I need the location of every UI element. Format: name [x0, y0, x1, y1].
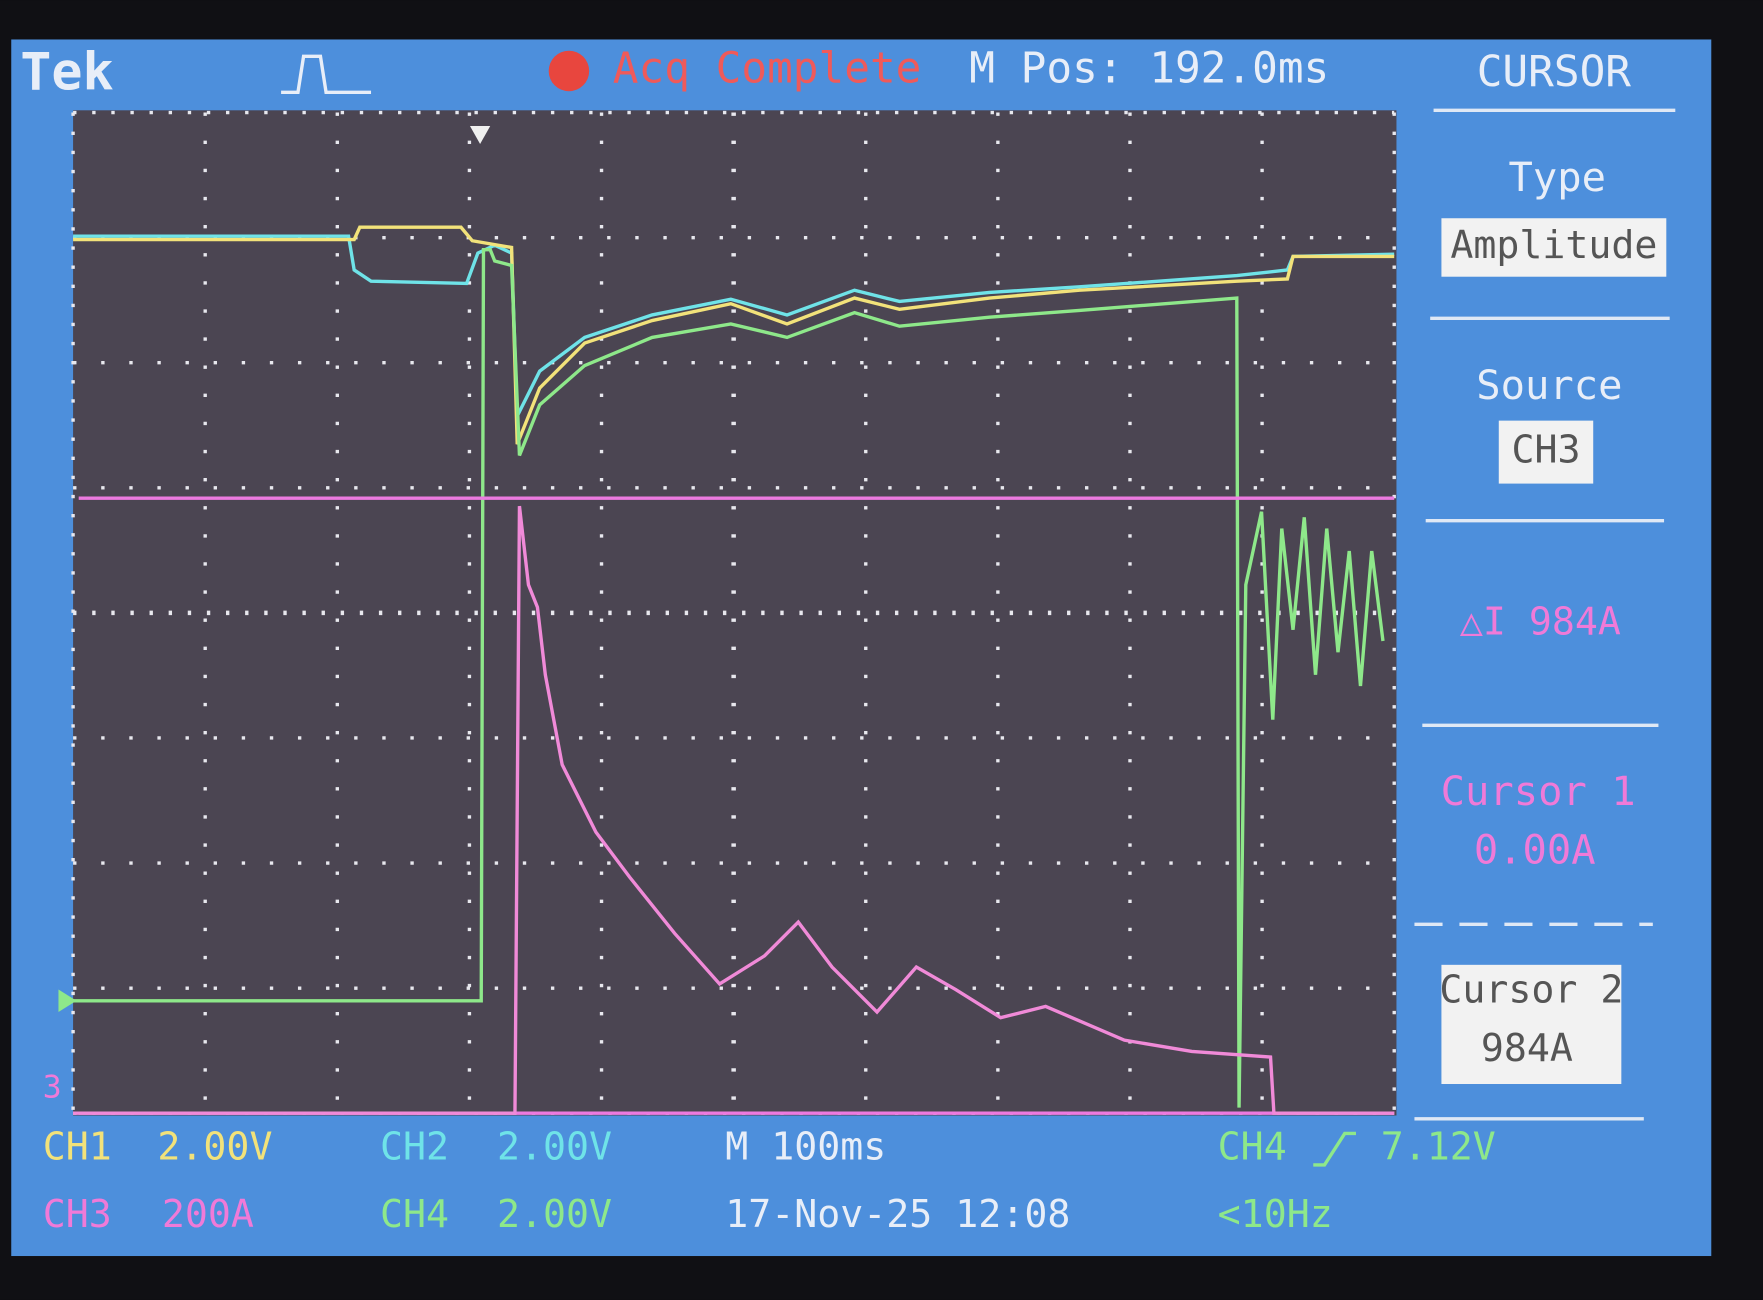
brand: Tek [20, 42, 113, 102]
type-box [1441, 218, 1667, 277]
cursor1-value: 0.00A [1474, 825, 1596, 873]
trigger-source: CH4 [1218, 1126, 1287, 1170]
status: Acq Complete [613, 43, 922, 93]
ch3-marker: 3 [43, 1070, 62, 1106]
ch4-label: CH4 [380, 1193, 449, 1237]
ch1-trace [73, 225, 1395, 445]
position: M Pos: 192.0ms [969, 43, 1329, 93]
source-box [1498, 420, 1594, 484]
plot-area [73, 110, 1397, 1116]
cursor2-box [1441, 964, 1622, 1085]
ch1-label: CH1 [43, 1126, 112, 1170]
cursor2-value: 984A [1481, 1027, 1573, 1071]
type-value: Amplitude [1450, 224, 1657, 268]
ch3-label: CH3 [43, 1193, 112, 1237]
graticule [71, 110, 1396, 1115]
ch3-scale: 200A [162, 1193, 254, 1237]
ch4-ground-marker [58, 989, 77, 1013]
ch4-scale: 2.00V [497, 1193, 612, 1237]
ch3-trace [73, 505, 1395, 1115]
status-dot [548, 50, 590, 92]
menu-title: CURSOR [1477, 47, 1632, 97]
ch2-trace [73, 234, 1395, 417]
ch2-scale: 2.00V [497, 1126, 612, 1170]
trigger-freq: <10Hz [1218, 1193, 1333, 1237]
source-label: Source [1476, 361, 1622, 409]
acq-icon [281, 54, 372, 95]
trigger-slope [1313, 1131, 1356, 1167]
type-label: Type [1509, 153, 1606, 201]
menu-separators [1414, 108, 1676, 1121]
timebase: M 100ms [725, 1126, 886, 1170]
trigger-level: 7.12V [1381, 1126, 1496, 1170]
trigger-position-marker [469, 126, 491, 145]
ch4-trace [73, 248, 1385, 1108]
cursor2-label: Cursor 2 [1439, 968, 1623, 1012]
ch1-scale: 2.00V [157, 1126, 272, 1170]
source-value: CH3 [1511, 429, 1580, 473]
delta: △I 984A [1460, 601, 1621, 645]
cursor1-label: Cursor 1 [1441, 767, 1636, 815]
datetime: 17-Nov-25 12:08 [725, 1193, 1070, 1237]
ch2-label: CH2 [380, 1126, 449, 1170]
